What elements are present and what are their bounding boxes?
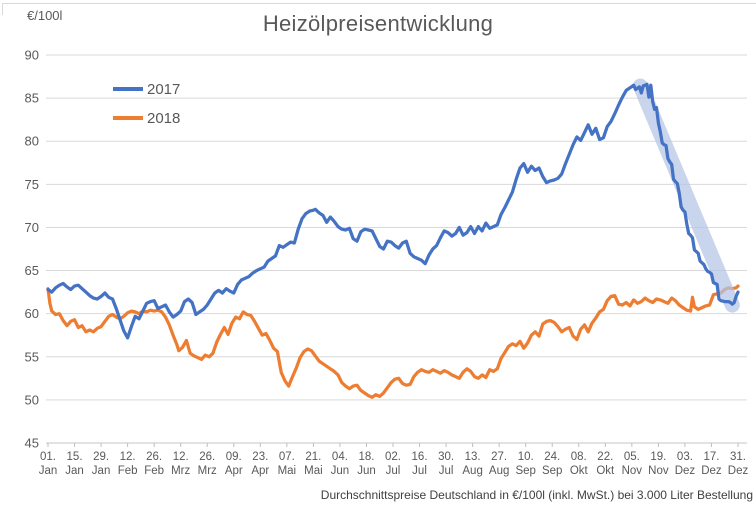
y-tick-label: 55 (25, 349, 39, 364)
x-tick-label-month: Apr (251, 465, 269, 477)
x-tick-label-month: Aug (489, 465, 509, 477)
x-tick-label-day: 08. (571, 451, 587, 463)
legend-label-2018: 2017 (147, 80, 181, 98)
x-tick-label-day: 05. (624, 451, 640, 463)
x-tick-label-day: 22. (597, 451, 613, 463)
y-tick-label: 80 (25, 134, 39, 149)
x-tick-label-day: 27. (491, 451, 507, 463)
y-tick-label: 90 (25, 48, 39, 63)
x-tick-label-day: 18. (358, 451, 374, 463)
x-tick-label-day: 09. (226, 451, 242, 463)
x-tick-label-month: Jan (65, 465, 84, 477)
legend-label-2017: 2018 (147, 109, 181, 127)
y-tick-label: 60 (25, 306, 39, 321)
x-tick-label-day: 21. (305, 451, 321, 463)
decline-highlight-band (632, 78, 740, 313)
x-tick-label-month: Okt (596, 465, 615, 477)
x-tick-label-month: Okt (570, 465, 589, 477)
y-tick-label: 45 (25, 436, 39, 451)
x-tick-label-day: 30. (438, 451, 454, 463)
x-tick-label-month: Apr (225, 465, 243, 477)
y-tick-label: 85 (25, 91, 39, 106)
legend-swatch-2017-icon (113, 116, 143, 120)
legend-item-2017: 2018 (113, 107, 180, 129)
x-tick-label-month: Sep (542, 465, 562, 477)
x-tick-label-month: Mai (278, 465, 297, 477)
x-tick-label-day: 16. (412, 451, 428, 463)
x-tick-label-day: 29. (93, 451, 109, 463)
x-tick-label-month: Jul (386, 465, 401, 477)
x-tick-label-day: 23. (252, 451, 268, 463)
legend-item-2018: 2017 (113, 78, 180, 100)
x-tick-label-day: 12. (173, 451, 189, 463)
y-tick-label: 65 (25, 263, 39, 278)
x-tick-label-month: Nov (622, 465, 643, 477)
x-tick-label-day: 17. (703, 451, 719, 463)
x-tick-label-month: Jun (331, 465, 350, 477)
x-tick-label-day: 24. (544, 451, 560, 463)
x-tick-label-month: Mrz (171, 465, 190, 477)
x-tick-label-month: Jun (357, 465, 376, 477)
chart-caption: Durchschnittspreise Deutschland in €/100… (320, 488, 753, 502)
x-tick-label-day: 10. (518, 451, 534, 463)
x-tick-label-day: 15. (67, 451, 83, 463)
x-tick-label-day: 19. (650, 451, 666, 463)
series-line-2017 (46, 284, 740, 399)
chart-border-corner (2, 3, 3, 15)
chart-border-top (2, 3, 756, 4)
x-tick-label-month: Dez (701, 465, 722, 477)
x-tick-label-day: 03. (677, 451, 693, 463)
y-axis-unit-label: €/100l (27, 8, 63, 23)
x-tick-label-day: 12. (120, 451, 136, 463)
x-tick-label-month: Jan (92, 465, 111, 477)
y-tick-label: 70 (25, 220, 39, 235)
legend-swatch-2018-icon (113, 87, 143, 91)
y-tick-label: 75 (25, 177, 39, 192)
x-tick-label-day: 13. (465, 451, 481, 463)
x-tick-label-month: Jan (39, 465, 58, 477)
x-tick-label-month: Mrz (198, 465, 217, 477)
x-tick-label-month: Jul (439, 465, 454, 477)
series-line-2018 (46, 82, 740, 340)
x-tick-label-day: 07. (279, 451, 295, 463)
x-tick-label-month: Dez (675, 465, 696, 477)
chart-title: Heizölpreisentwicklung (262, 11, 494, 36)
x-tick-label-month: Feb (118, 465, 138, 477)
x-tick-label-month: Dez (728, 465, 749, 477)
x-tick-label-day: 26. (146, 451, 162, 463)
legend: 2017 2018 (113, 78, 180, 136)
x-tick-label-month: Mai (304, 465, 323, 477)
x-tick-label-month: Sep (515, 465, 535, 477)
x-tick-label-day: 02. (385, 451, 401, 463)
y-tick-label: 50 (25, 392, 39, 407)
x-tick-label-day: 01. (40, 451, 56, 463)
x-tick-label-month: Aug (462, 465, 482, 477)
x-tick-label-month: Jul (412, 465, 427, 477)
x-tick-label-day: 31. (730, 451, 746, 463)
x-tick-label-month: Feb (144, 465, 164, 477)
x-tick-label-month: Nov (648, 465, 669, 477)
x-tick-label-day: 04. (332, 451, 348, 463)
x-tick-label-day: 26. (199, 451, 215, 463)
